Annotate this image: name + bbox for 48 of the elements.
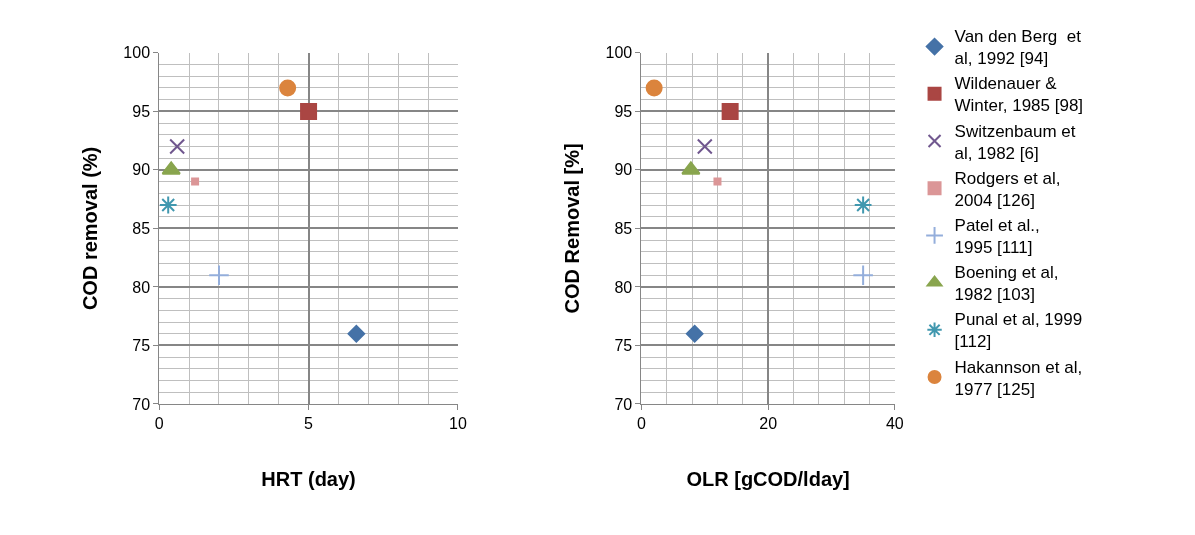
- y-axis-title: COD removal (%): [78, 146, 101, 311]
- y-tick-label: 95: [132, 102, 151, 120]
- point: [159, 195, 178, 215]
- point: [853, 195, 873, 215]
- legend-label: Wildenauer & Winter, 1985 [98]: [954, 74, 1084, 116]
- point: [685, 324, 704, 343]
- y-tick-label: 70: [614, 395, 633, 413]
- point: [347, 324, 366, 343]
- y-tick-label: 100: [123, 44, 151, 62]
- x-tick-label: 20: [759, 415, 778, 433]
- legend-label: Hakannson et al, 1977 [125]: [954, 357, 1083, 399]
- x-tick-label: 0: [154, 415, 164, 433]
- y-tick-label: 90: [132, 161, 151, 179]
- x-axis-title: OLR [gCOD/lday]: [686, 467, 850, 490]
- legend-label: Switzenbaum et al, 1982 [6]: [954, 121, 1076, 163]
- x-tick-label: 0: [637, 415, 647, 433]
- x-tick-label: 10: [448, 415, 467, 433]
- y-tick-label: 85: [132, 220, 151, 238]
- point: [279, 79, 297, 97]
- y-axis-title: COD Removal [%]: [561, 143, 584, 314]
- x-tick-label: 40: [885, 415, 904, 433]
- y-tick-label: 75: [614, 337, 633, 355]
- point: [161, 161, 181, 175]
- point: [721, 102, 739, 120]
- y-tick-label: 80: [614, 278, 633, 296]
- point: [681, 161, 701, 175]
- x-tick-label: 5: [304, 415, 314, 433]
- y-tick-label: 70: [132, 395, 151, 413]
- point: [300, 102, 318, 120]
- legend-label: Patel et al., 1995 [111]: [954, 215, 1040, 258]
- point: [852, 264, 874, 287]
- x-axis-title: HRT (day): [261, 467, 356, 490]
- point: [169, 138, 186, 155]
- y-tick-label: 80: [132, 278, 151, 296]
- y-tick-label: 100: [605, 44, 633, 62]
- point: [645, 79, 663, 97]
- point: [713, 177, 722, 186]
- y-tick-label: 75: [132, 337, 151, 355]
- legend-label: Van den Berg et al, 1992 [94]: [954, 27, 1082, 69]
- y-tick-label: 90: [614, 161, 633, 179]
- legend-label: Rodgers et al, 2004 [126]: [954, 168, 1061, 210]
- y-tick-label: 95: [614, 102, 633, 120]
- legend-label: Boening et al, 1982 [103]: [954, 263, 1059, 305]
- point: [208, 264, 230, 287]
- y-tick-label: 85: [614, 220, 633, 238]
- point: [191, 177, 200, 186]
- point: [696, 138, 713, 155]
- legend-label: Punal et al, 1999 [112]: [954, 310, 1083, 352]
